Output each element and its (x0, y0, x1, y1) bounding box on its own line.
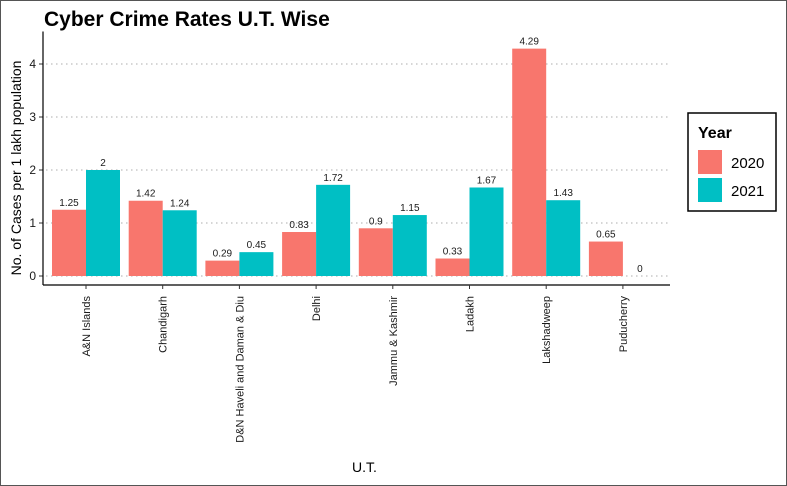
y-tick-label: 2 (29, 163, 36, 177)
y-tick-label: 1 (29, 216, 36, 230)
x-tick-label: Lakshadweep (541, 296, 553, 364)
data-label: 0 (637, 264, 643, 275)
data-label: 1.67 (477, 175, 497, 186)
y-tick-label: 3 (29, 110, 36, 124)
bar-2021 (469, 187, 504, 276)
bar-2021 (546, 200, 581, 276)
data-label: 0.45 (247, 240, 267, 251)
x-tick-label: Puducherry (618, 296, 630, 353)
bar-2021 (162, 210, 197, 276)
bar-2020 (588, 241, 623, 276)
bar-2020 (52, 209, 86, 276)
data-label: 1.24 (170, 198, 190, 209)
bar-2021 (86, 170, 120, 276)
data-labels: 1.25 2 1.42 1.24 0.29 0.45 0.83 1.72 0.9 1.15 0.33… (59, 37, 643, 275)
x-tick-label: Chandigarh (158, 296, 170, 353)
data-label: 0.33 (443, 247, 463, 258)
bar-2021 (392, 215, 427, 276)
bar-2020 (358, 228, 393, 276)
chart-title: Cyber Crime Rates U.T. Wise (44, 8, 330, 31)
x-axis-title: U.T. (352, 459, 377, 475)
x-tick-label: Delhi (311, 296, 323, 321)
data-label: 1.25 (59, 198, 79, 209)
x-tick-label: Ladakh (465, 296, 477, 332)
bar-2021 (316, 184, 351, 276)
y-tick-label: 0 (29, 269, 36, 283)
bar-2020 (128, 200, 163, 276)
legend-title: Year (698, 125, 732, 142)
y-tick-label: 4 (29, 57, 36, 71)
x-tick-label: Jammu & Kashmir (388, 296, 400, 386)
x-tick-label: D&N Haveli and Daman & Diu (234, 296, 246, 443)
data-label: 1.42 (136, 189, 156, 200)
data-label: 1.72 (323, 173, 343, 184)
data-label: 1.43 (553, 188, 573, 199)
data-label: 0.29 (213, 249, 233, 260)
y-axis-title: No. of Cases per 1 lakh population (8, 61, 24, 276)
x-tick-label: A&N Islands (81, 296, 93, 357)
bar-2020 (282, 232, 317, 276)
data-label: 4.29 (519, 37, 539, 48)
data-label: 1.15 (400, 203, 420, 214)
bar-2021 (239, 252, 274, 276)
bar-2020 (435, 258, 470, 276)
legend-label-2021: 2021 (731, 183, 764, 200)
axes: 0 1 2 3 4 A&N Islands Chandigarh D&N Haveli and… (29, 31, 670, 443)
legend: Year 2020 2021 (687, 112, 777, 212)
legend-swatch-2021 (698, 178, 722, 202)
bar-2020 (512, 48, 547, 276)
data-label: 0.65 (596, 230, 616, 241)
data-label: 0.83 (289, 220, 309, 231)
data-label: 2 (100, 158, 106, 169)
bars (52, 48, 623, 276)
legend-swatch-2020 (698, 150, 722, 174)
data-label: 0.9 (369, 216, 383, 227)
bar-2020 (205, 260, 240, 276)
legend-label-2020: 2020 (731, 155, 764, 172)
